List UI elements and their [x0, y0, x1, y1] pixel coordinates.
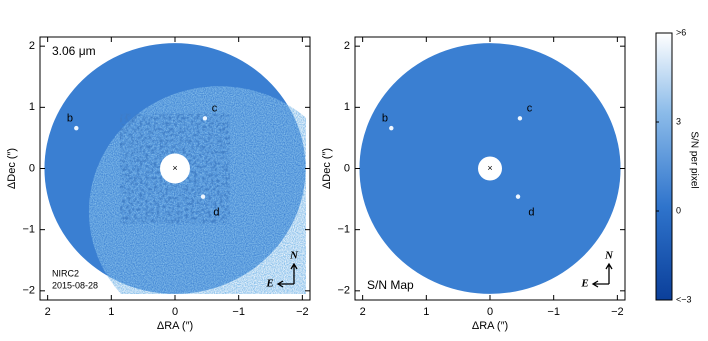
y-tick-label: −2: [22, 285, 35, 297]
compass-east: E: [265, 278, 273, 290]
planet-point: [389, 125, 394, 131]
colorbar-tick-label: 0: [676, 205, 681, 215]
compass-east: E: [580, 278, 588, 290]
planet-point: [515, 194, 521, 199]
planet-point: [74, 125, 79, 131]
colorbar-tick-label: <−3: [676, 294, 692, 304]
x-tick-label: 2: [360, 306, 366, 318]
compass-north: N: [604, 250, 614, 262]
image-panel: ×: [359, 43, 621, 294]
y-axis-label: ΔDec (″): [6, 148, 18, 189]
y-tick-label: 1: [29, 101, 35, 113]
colorbar: [655, 32, 673, 301]
planet-point: [200, 194, 206, 199]
y-tick-label: −1: [337, 224, 350, 236]
central-mask: [478, 156, 502, 181]
planet-point: [517, 116, 523, 121]
panel-note: NIRC2: [52, 268, 79, 278]
y-tick-label: −1: [22, 224, 35, 236]
central-mask: [160, 153, 190, 184]
x-tick-label: −1: [547, 306, 560, 318]
y-tick-label: 0: [29, 162, 35, 174]
colorbar-tick-label: 3: [676, 116, 681, 126]
compass-arrows: [276, 262, 298, 288]
x-tick-label: 1: [108, 306, 114, 318]
x-tick-label: 2: [45, 306, 51, 318]
planet-label: d: [528, 206, 534, 218]
x-tick-label: −2: [296, 306, 309, 318]
y-axis-label: ΔDec (″): [321, 148, 333, 189]
planet-label: d: [213, 206, 219, 218]
star-marker: ×: [487, 163, 492, 173]
star-marker: ×: [172, 163, 177, 173]
x-axis-label: ΔRA (″): [157, 320, 193, 332]
y-tick-label: 1: [344, 101, 350, 113]
y-tick-label: 2: [29, 40, 35, 52]
planet-label: c: [527, 102, 533, 114]
planet-label: b: [382, 112, 388, 124]
planet-label: b: [67, 112, 73, 124]
planet-label: c: [212, 102, 218, 114]
colorbar-label: S/N per pixel: [688, 131, 699, 188]
colorbar-tick-label: >6: [676, 27, 686, 37]
panel-title: S/N Map: [367, 278, 414, 292]
compass-north: N: [289, 250, 299, 262]
compass-arrows: [591, 262, 613, 288]
y-tick-label: −2: [337, 285, 350, 297]
y-tick-label: 0: [344, 162, 350, 174]
y-tick-label: 2: [344, 40, 350, 52]
x-tick-label: 1: [423, 306, 429, 318]
x-tick-label: −2: [611, 306, 624, 318]
planet-point: [202, 116, 208, 121]
panel-note: 2015-08-28: [52, 280, 98, 290]
x-tick-label: 0: [487, 306, 493, 318]
image-panel: ×: [44, 43, 306, 294]
x-tick-label: −1: [232, 306, 245, 318]
panel-title: 3.06 μm: [52, 44, 96, 58]
x-axis-label: ΔRA (″): [472, 320, 508, 332]
x-tick-label: 0: [172, 306, 178, 318]
